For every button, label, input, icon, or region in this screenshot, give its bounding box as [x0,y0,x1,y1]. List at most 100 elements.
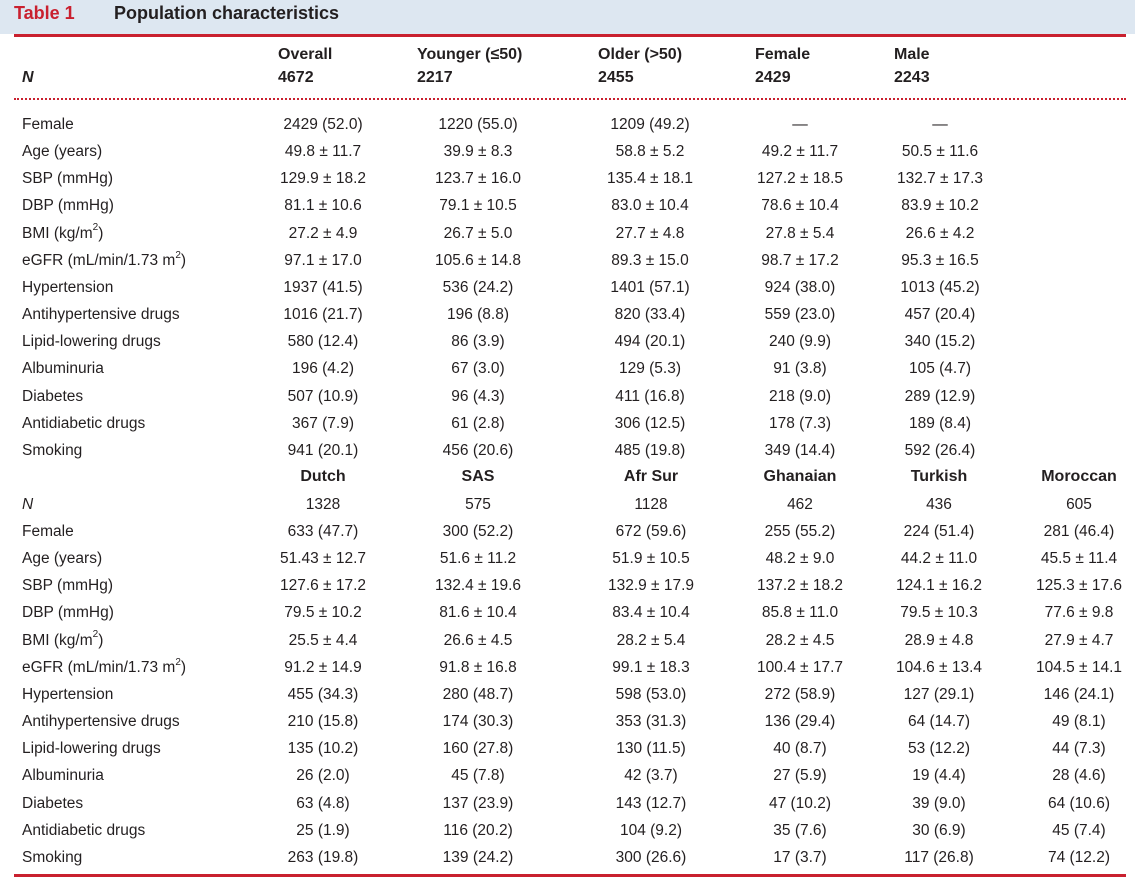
row-label: Antidiabetic drugs [22,822,145,840]
row-label-text: BMI (kg/m [22,224,93,242]
table-cell: 98.7 ± 17.2 [761,251,839,269]
table-cell: 45 (7.4) [1052,821,1106,839]
row-label: Antidiabetic drugs [22,415,145,433]
table-cell: 289 (12.9) [904,387,976,405]
table-cell: 189 (8.4) [908,414,972,432]
row-label-text: DBP (mmHg) [22,604,114,622]
table-cell: 146 (24.1) [1043,685,1115,703]
table-cell: 27.9 ± 4.7 [1044,631,1114,649]
table-cell: 49 (8.1) [1052,713,1106,731]
column-header: Dutch [300,468,346,485]
table-cell: 129.9 ± 18.2 [279,170,367,188]
top-rule [14,34,1126,37]
table-cell: 100.4 ± 17.7 [756,658,844,676]
table-cell: 559 (23.0) [764,306,836,324]
table-cell: 77.6 ± 9.8 [1044,604,1114,622]
table-cell: 25.5 ± 4.4 [288,631,358,649]
table-cell: 196 (8.8) [446,306,510,324]
table-cell: 272 (58.9) [764,685,836,703]
row-label: Age (years) [22,550,102,568]
row-label: Smoking [22,442,82,460]
column-n: 462 [787,496,813,513]
n-label: N [22,496,34,513]
table-cell: 485 (19.8) [614,441,686,459]
row-label-text: eGFR (mL/min/1.73 m [22,658,176,676]
table-cell: 281 (46.4) [1043,523,1115,540]
row-label: Lipid-lowering drugs [22,333,161,351]
row-label: Age (years) [22,143,102,161]
row-label: SBP (mmHg) [22,577,113,595]
table-cell: 136 (29.4) [764,713,836,731]
row-label-tail: ) [98,224,104,242]
n-label: N [22,69,34,86]
table-cell: 25 (1.9) [296,821,350,839]
table-cell: 494 (20.1) [614,333,686,351]
table-cell: 132.7 ± 17.3 [896,170,984,188]
table-cell: 48.2 ± 9.0 [765,550,835,568]
row-label-text: Diabetes [22,794,84,812]
table-cell: 124.1 ± 16.2 [895,577,983,595]
table-cell: 143 (12.7) [615,794,687,812]
table-cell: 116 (20.2) [443,821,513,839]
column-n: 4672 [278,69,314,86]
table-cell: 26.6 ± 4.2 [905,224,975,242]
row-label-text: Age (years) [22,550,103,568]
row-label-text: Smoking [22,441,83,459]
table-cell: 127.6 ± 17.2 [279,577,367,595]
table-cell: 132.9 ± 17.9 [607,577,695,595]
table-cell: 411 (16.8) [615,387,685,405]
table-cell: 633 (47.7) [287,523,359,540]
table-cell: 340 (15.2) [904,333,976,351]
table-cell: 224 (51.4) [903,523,975,540]
row-label: Female [22,523,74,541]
column-header: Younger (≤50) [417,46,523,63]
table-cell: 27 (5.9) [773,767,827,785]
table-cell: 64 (10.6) [1047,794,1111,812]
table-cell: 63 (4.8) [296,794,350,812]
table-cell: 78.6 ± 10.4 [761,197,839,215]
table-cell: 83.9 ± 10.2 [901,197,979,215]
table-cell: 44 (7.3) [1052,740,1106,758]
table-cell: 1013 (45.2) [900,278,980,296]
row-label-text: SBP (mmHg) [22,577,114,595]
bottom-rule [14,874,1126,877]
row-label: Diabetes [22,388,83,406]
row-label-text: Antihypertensive drugs [22,713,180,731]
table-cell: 47 (10.2) [768,794,832,812]
table-cell: 210 (15.8) [287,713,359,731]
column-header: Ghanaian [763,468,837,485]
table-cell: 30 (6.9) [912,821,966,839]
table-cell: 27.2 ± 4.9 [288,224,358,242]
table-cell: 49.8 ± 11.7 [284,143,362,161]
table-cell: 123.7 ± 16.0 [434,170,522,188]
column-n: 2455 [598,69,634,86]
table-cell: 58.8 ± 5.2 [615,143,685,161]
table-cell: 1016 (21.7) [283,306,363,324]
row-label: SBP (mmHg) [22,170,113,188]
table-cell: 105.6 ± 14.8 [434,251,522,269]
table-cell: 455 (34.3) [287,685,359,703]
row-label: Female [22,116,74,134]
table-cell: 44.2 ± 11.0 [900,550,978,568]
row-label: Albuminuria [22,360,104,378]
table-cell: 39 (9.0) [912,794,966,812]
column-n: 1328 [305,496,341,513]
table-title: Population characteristics [114,3,340,23]
row-label-text: Albuminuria [22,360,104,378]
table-cell: 1937 (41.5) [283,278,363,296]
table-cell: 27.7 ± 4.8 [615,224,685,242]
superscript: 2 [92,222,99,234]
table-cell: 135 (10.2) [287,740,359,758]
table-cell: 27.8 ± 5.4 [765,224,835,242]
table-cell: 53 (12.2) [907,740,971,758]
row-label: Antihypertensive drugs [22,713,180,731]
table-cell: 137 (23.9) [442,794,514,812]
superscript: 2 [175,656,181,668]
table-cell: 28.9 ± 4.8 [904,631,974,649]
column-header: Afr Sur [623,468,679,485]
table-cell: 941 (20.1) [287,441,359,459]
table-cell: 672 (59.6) [615,523,687,540]
column-n: 2429 [755,69,791,86]
table-cell: 74 (12.2) [1047,848,1111,866]
row-label-text: Female [22,116,74,133]
